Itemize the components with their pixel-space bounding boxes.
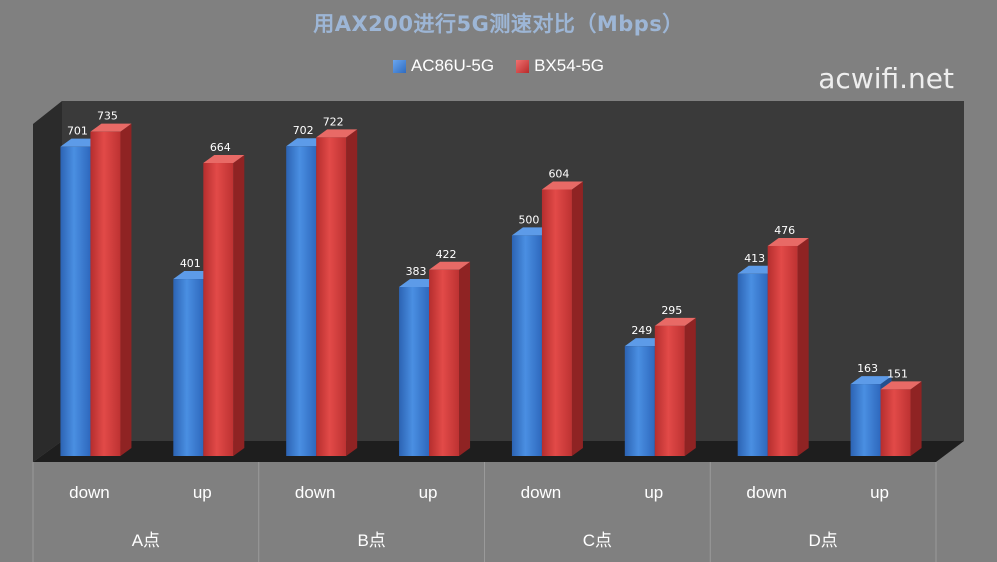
group-label: C点 [583, 531, 612, 550]
bar-side [910, 381, 922, 456]
bar-top [429, 261, 471, 270]
data-label: 604 [548, 167, 569, 180]
bar-series-2 [203, 163, 234, 456]
bar-top [541, 181, 583, 190]
data-label: 476 [774, 224, 795, 237]
bar-series-1 [850, 384, 881, 456]
bar-series-2 [880, 389, 911, 456]
category-label: down [295, 483, 336, 502]
data-label: 722 [323, 115, 344, 128]
bar-series-1 [511, 235, 542, 456]
bar-series-1 [624, 346, 655, 456]
bar-side [684, 317, 696, 456]
bar-top [767, 237, 809, 246]
bar-series-2 [654, 325, 685, 456]
data-label: 413 [744, 252, 765, 265]
data-label: 383 [406, 265, 427, 278]
legend-item-series-1: AC86U-5G [392, 56, 495, 76]
bar-series-1 [737, 273, 768, 456]
legend-label-series-1: AC86U-5G [410, 56, 495, 75]
data-label: 295 [661, 304, 682, 317]
chart-title: 用AX200进行5G测速对比（Mbps） [313, 12, 684, 36]
bar-side [459, 261, 471, 456]
data-label: 401 [180, 257, 201, 270]
legend-item-series-2: BX54-5G [516, 56, 604, 76]
bar-series-2 [429, 269, 460, 456]
bar-side [797, 237, 809, 456]
data-label: 163 [857, 362, 878, 375]
bar-top [203, 155, 245, 164]
data-label: 702 [293, 124, 314, 137]
bar-side [120, 123, 132, 457]
data-label: 249 [631, 324, 652, 337]
watermark: acwifi.net [818, 62, 954, 95]
data-label: 701 [67, 125, 88, 138]
bar-top [850, 376, 892, 385]
data-label: 422 [436, 248, 457, 261]
bar-top [880, 381, 922, 390]
bar-side [346, 129, 358, 457]
bar-series-2 [541, 189, 572, 457]
data-label: 500 [518, 213, 539, 226]
bar-series-1 [60, 146, 91, 456]
category-label: up [870, 483, 889, 502]
bar-series-2 [767, 245, 798, 456]
category-label: down [69, 483, 110, 502]
category-label: down [746, 483, 787, 502]
category-label: down [521, 483, 562, 502]
bar-top [654, 317, 696, 326]
red-square-icon [516, 59, 530, 73]
data-label: 735 [97, 110, 118, 123]
group-label: A点 [132, 531, 160, 550]
data-label: 151 [887, 367, 908, 380]
bar-series-2 [90, 131, 121, 456]
legend: AC86U-5G BX54-5G [0, 56, 997, 76]
plot-side-wall [33, 101, 62, 462]
legend-label-series-2: BX54-5G [534, 56, 605, 75]
category-label: up [644, 483, 663, 502]
blue-square-icon [392, 59, 406, 73]
bar-series-1 [286, 146, 317, 456]
bar-top [90, 123, 132, 132]
plot-floor [33, 441, 964, 462]
group-label: D点 [808, 531, 837, 550]
group-label: B点 [357, 531, 385, 550]
bar-side [571, 181, 583, 457]
bar-series-1 [173, 279, 204, 456]
bar-series-1 [399, 287, 430, 456]
bar-side [233, 155, 245, 456]
category-label: up [419, 483, 438, 502]
bar-series-2 [316, 137, 347, 457]
bar-top [316, 129, 358, 138]
category-label: up [193, 483, 212, 502]
data-label: 664 [210, 141, 231, 154]
